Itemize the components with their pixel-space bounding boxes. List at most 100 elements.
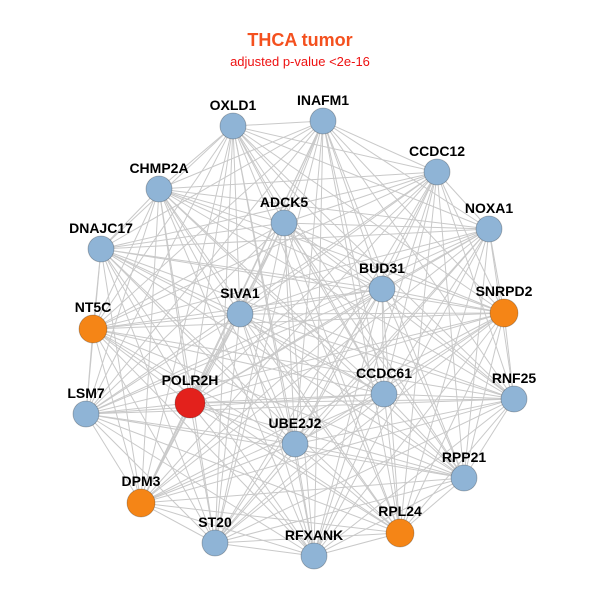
edge-CCDC12-RPP21 (436, 171, 465, 479)
edge-SNRPD2-POLR2H (189, 312, 505, 404)
edge-INAFM1-DNAJC17 (100, 120, 324, 250)
edge-LSM7-RPL24 (85, 413, 401, 534)
edge-NOXA1-SIVA1 (239, 228, 490, 315)
edge-BUD31-DPM3 (140, 288, 383, 504)
edge-INAFM1-NOXA1 (322, 120, 490, 230)
edge-DNAJC17-RNF25 (100, 248, 515, 400)
edge-ADCK5-CCDC61 (283, 222, 385, 395)
edge-CCDC12-CHMP2A (158, 171, 438, 190)
node-CCDC61 (370, 380, 398, 408)
edge-CCDC12-SIVA1 (239, 171, 438, 315)
edge-NOXA1-UBE2J2 (294, 228, 490, 445)
edge-LSM7-DPM3 (85, 413, 142, 504)
edge-SIVA1-RNF25 (239, 313, 515, 400)
node-label-CHMP2A: CHMP2A (129, 160, 188, 176)
edge-SIVA1-ST20 (214, 313, 241, 544)
edge-INAFM1-RPP21 (322, 120, 465, 479)
edge-OXLD1-ADCK5 (232, 125, 285, 224)
edge-INAFM1-CHMP2A (158, 120, 324, 190)
edge-BUD31-UBE2J2 (294, 288, 383, 445)
edge-LSM7-RFXANK (85, 413, 315, 557)
edge-OXLD1-RNF25 (232, 125, 515, 400)
node-label-CCDC12: CCDC12 (409, 143, 465, 159)
edge-LSM7-RPP21 (85, 413, 465, 479)
edge-OXLD1-INAFM1 (232, 120, 324, 127)
edge-INAFM1-BUD31 (322, 120, 383, 290)
edge-SIVA1-RPL24 (239, 313, 401, 534)
edge-NT5C-UBE2J2 (92, 328, 296, 445)
edge-OXLD1-NOXA1 (232, 125, 490, 230)
node-NOXA1 (475, 215, 503, 243)
edge-CCDC12-SNRPD2 (436, 171, 505, 314)
edge-CHMP2A-RFXANK (158, 188, 315, 557)
node-LSM7 (72, 400, 100, 428)
node-CHMP2A (145, 175, 173, 203)
edge-RPP21-ST20 (214, 477, 465, 544)
node-CCDC12 (423, 158, 451, 186)
figure-title: THCA tumor (247, 30, 353, 50)
edge-CCDC12-DNAJC17 (100, 171, 438, 250)
node-label-BUD31: BUD31 (359, 260, 405, 276)
edge-POLR2H-RPP21 (189, 402, 465, 479)
node-label-CCDC61: CCDC61 (356, 365, 412, 381)
edge-NT5C-LSM7 (85, 328, 94, 415)
node-DNAJC17 (87, 235, 115, 263)
edge-DPM3-ST20 (140, 502, 216, 544)
edge-NT5C-CCDC61 (92, 328, 385, 395)
node-label-DNAJC17: DNAJC17 (69, 220, 133, 236)
edge-SNRPD2-ST20 (214, 312, 505, 544)
edge-CHMP2A-LSM7 (85, 188, 160, 415)
figure-subtitle: adjusted p-value <2e-16 (230, 54, 370, 69)
edge-BUD31-RNF25 (381, 288, 515, 400)
node-label-RPP21: RPP21 (442, 449, 487, 465)
node-label-ADCK5: ADCK5 (260, 194, 308, 210)
node-label-LSM7: LSM7 (67, 385, 105, 401)
edge-OXLD1-CHMP2A (158, 125, 234, 190)
edge-NT5C-POLR2H (92, 328, 191, 404)
edge-CCDC61-RPP21 (383, 393, 465, 479)
edge-CCDC12-LSM7 (85, 171, 438, 415)
edge-BUD31-POLR2H (189, 288, 383, 404)
edge-SNRPD2-RNF25 (503, 312, 515, 400)
edge-NOXA1-POLR2H (189, 228, 490, 404)
edge-CHMP2A-BUD31 (158, 188, 383, 290)
edge-RNF25-POLR2H (189, 398, 515, 404)
edge-CCDC61-RNF25 (383, 393, 515, 400)
node-INAFM1 (309, 107, 337, 135)
edge-SNRPD2-UBE2J2 (294, 312, 505, 445)
edge-CCDC61-POLR2H (189, 393, 385, 404)
edge-BUD31-LSM7 (85, 288, 383, 415)
node-label-POLR2H: POLR2H (162, 372, 219, 388)
edge-NOXA1-CHMP2A (158, 188, 490, 230)
edge-DNAJC17-SNRPD2 (100, 248, 505, 314)
edge-RNF25-RPL24 (399, 398, 515, 534)
edge-NT5C-RNF25 (92, 328, 515, 400)
edge-ADCK5-RNF25 (283, 222, 515, 400)
node-SIVA1 (226, 300, 254, 328)
edge-CCDC12-NT5C (92, 171, 438, 330)
edge-DPM3-RFXANK (140, 502, 315, 557)
edge-ADCK5-DNAJC17 (100, 222, 285, 250)
edge-POLR2H-RFXANK (189, 402, 315, 557)
node-label-SNRPD2: SNRPD2 (476, 283, 533, 299)
edge-POLR2H-ST20 (189, 402, 216, 544)
edge-CCDC12-CCDC61 (383, 171, 438, 395)
edge-POLR2H-RPL24 (189, 402, 401, 534)
edge-LSM7-ST20 (85, 413, 216, 544)
edge-ADCK5-NT5C (92, 222, 285, 330)
edge-NOXA1-RFXANK (313, 228, 490, 557)
edge-UBE2J2-ST20 (214, 443, 296, 544)
edge-INAFM1-NT5C (92, 120, 324, 330)
edge-CCDC12-DPM3 (140, 171, 438, 504)
node-ADCK5 (270, 209, 298, 237)
node-POLR2H (174, 387, 206, 419)
edge-BUD31-ST20 (214, 288, 383, 544)
edge-ADCK5-SNRPD2 (283, 222, 505, 314)
edge-ADCK5-UBE2J2 (283, 222, 296, 445)
node-label-NOXA1: NOXA1 (465, 200, 513, 216)
edge-OXLD1-RFXANK (232, 125, 315, 557)
node-ST20 (201, 529, 229, 557)
edge-SIVA1-NT5C (92, 313, 241, 330)
edge-DNAJC17-BUD31 (100, 248, 383, 290)
